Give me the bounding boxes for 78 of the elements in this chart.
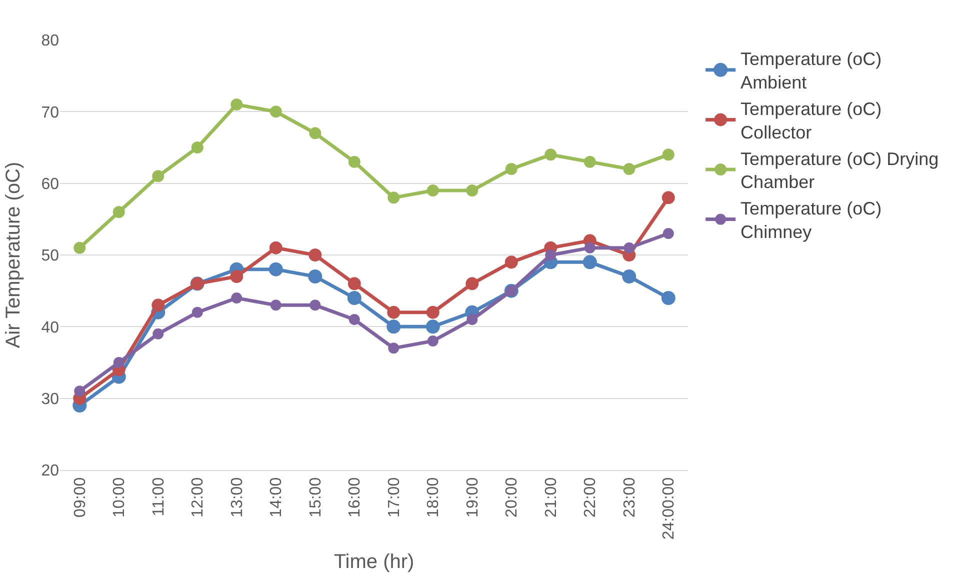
legend-label: Temperature (oC) Collector xyxy=(740,99,882,142)
point xyxy=(387,306,400,319)
x-tick-label: 24:00:00 xyxy=(660,477,678,540)
point xyxy=(74,386,86,397)
point xyxy=(269,241,282,254)
point xyxy=(662,148,674,161)
point xyxy=(152,298,165,312)
point xyxy=(505,163,518,175)
point xyxy=(192,306,203,318)
point xyxy=(584,242,596,254)
point xyxy=(426,320,440,334)
x-tick-label: 15:00 xyxy=(307,477,324,518)
legend-label: Temperature (oC) Ambient xyxy=(740,49,882,93)
point xyxy=(309,127,322,140)
point xyxy=(347,291,362,305)
point xyxy=(426,184,439,196)
point xyxy=(113,357,124,368)
x-tick-label: 18:00 xyxy=(425,477,442,518)
x-tick-label: 10:00 xyxy=(111,477,128,518)
x-tick-label: 20:00 xyxy=(504,477,521,518)
point xyxy=(310,300,321,311)
point xyxy=(466,184,478,196)
x-tick-label: 14:00 xyxy=(268,477,286,518)
point xyxy=(270,106,282,118)
point xyxy=(661,291,676,305)
x-tick-label: 09:00 xyxy=(72,477,89,518)
point xyxy=(112,206,125,218)
point xyxy=(74,242,86,254)
point xyxy=(152,170,164,182)
point xyxy=(388,342,400,354)
y-tick-label: 40 xyxy=(41,319,60,336)
x-tick-label: 13:00 xyxy=(228,477,246,518)
y-tick-label: 30 xyxy=(41,390,60,408)
y-tick-label: 70 xyxy=(41,104,60,122)
point xyxy=(466,277,479,290)
point xyxy=(231,292,242,304)
point xyxy=(582,255,597,270)
x-tick-label: 17:00 xyxy=(386,477,403,518)
point xyxy=(545,250,556,260)
point xyxy=(386,320,401,334)
point xyxy=(662,191,675,204)
y-tick-label: 60 xyxy=(41,176,60,193)
x-tick-label: 22:00 xyxy=(582,477,600,518)
legend-label: Temperature (oC) Chimney xyxy=(740,198,882,242)
point xyxy=(388,192,400,204)
point xyxy=(623,163,636,175)
point xyxy=(622,270,636,284)
point xyxy=(152,328,164,340)
y-tick-label: 80 xyxy=(41,32,60,50)
x-tick-label: 21:00 xyxy=(542,477,560,518)
point xyxy=(348,277,361,290)
x-tick-label: 23:00 xyxy=(621,477,638,518)
point xyxy=(348,156,360,168)
x-tick-label: 12:00 xyxy=(190,477,207,518)
point xyxy=(270,300,282,311)
point xyxy=(308,248,322,262)
point xyxy=(191,142,204,154)
point xyxy=(308,270,322,284)
x-tick-label: 11:00 xyxy=(150,477,168,516)
legend-label: Temperature (oC) Drying Chamber xyxy=(740,148,939,192)
point xyxy=(584,156,596,168)
x-tick-label: 16:00 xyxy=(346,477,364,518)
x-axis-title: Time (hr) xyxy=(334,551,414,574)
y-tick-label: 50 xyxy=(41,248,60,265)
point xyxy=(230,270,244,283)
y-axis-title: Air Temperature (oC) xyxy=(2,162,25,348)
point xyxy=(662,228,674,239)
point xyxy=(466,314,478,325)
y-tick-label: 20 xyxy=(41,462,60,480)
point xyxy=(624,242,635,254)
point xyxy=(348,314,360,325)
point xyxy=(268,262,283,276)
point xyxy=(427,336,438,346)
point xyxy=(504,256,518,269)
x-tick-label: 19:00 xyxy=(464,477,482,518)
point xyxy=(544,148,557,161)
point xyxy=(230,98,243,110)
point xyxy=(426,306,440,319)
